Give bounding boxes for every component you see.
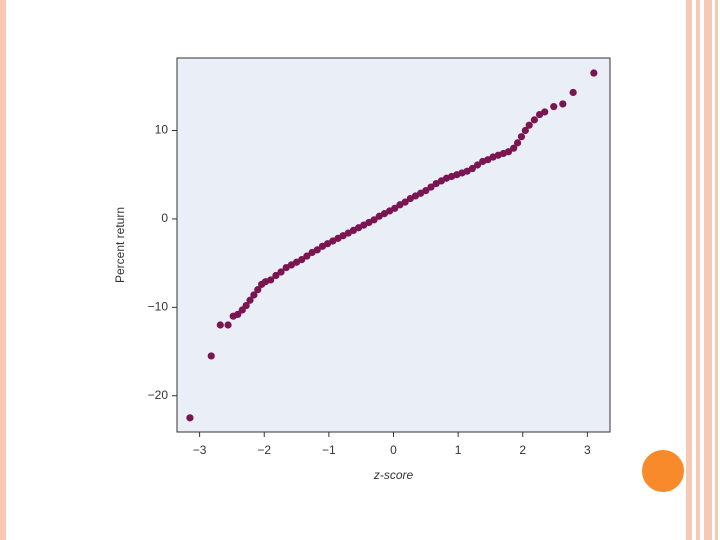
point (216, 321, 224, 329)
point (427, 183, 435, 191)
point (504, 148, 513, 156)
point (468, 164, 476, 173)
point (541, 108, 549, 116)
right-stripe (686, 0, 692, 540)
point (521, 126, 529, 135)
point (313, 246, 321, 254)
point (530, 116, 538, 124)
point (517, 133, 526, 141)
x-tick-label: 1 (455, 443, 462, 457)
point (254, 286, 262, 294)
point (224, 321, 232, 329)
point (246, 296, 254, 304)
point (277, 268, 285, 276)
x-tick-label: 2 (519, 443, 526, 457)
point (559, 100, 567, 108)
point (525, 121, 533, 129)
point (207, 352, 215, 360)
x-tick-label: 3 (584, 443, 591, 457)
y-tick-label: 0 (161, 211, 168, 225)
point (569, 88, 577, 97)
y-tick-label: −20 (148, 388, 169, 402)
point (422, 187, 430, 195)
right-stripe (696, 0, 700, 540)
point (550, 103, 558, 111)
point (272, 271, 280, 280)
x-tick-label: 0 (390, 443, 397, 457)
right-stripe (704, 0, 712, 540)
point (510, 144, 518, 152)
point (242, 301, 250, 310)
point (298, 255, 306, 264)
x-tick-label: −3 (193, 443, 207, 457)
point (391, 204, 399, 212)
y-tick-label: −10 (148, 300, 169, 314)
y-tick-label: 10 (155, 123, 169, 137)
point (370, 216, 378, 224)
point (473, 161, 482, 169)
point (267, 276, 275, 284)
point (590, 69, 598, 77)
left-border (0, 0, 6, 540)
x-tick-label: −2 (257, 443, 271, 457)
x-tick-label: −1 (322, 443, 336, 457)
point (250, 291, 258, 299)
point (401, 198, 409, 206)
y-axis-label: Percent return (113, 207, 127, 283)
decor-circle (640, 448, 686, 494)
point (303, 252, 311, 260)
point (513, 139, 522, 147)
x-axis-label: z-score (373, 468, 414, 482)
point (186, 414, 194, 422)
right-stripe (715, 0, 718, 540)
point (234, 310, 242, 319)
